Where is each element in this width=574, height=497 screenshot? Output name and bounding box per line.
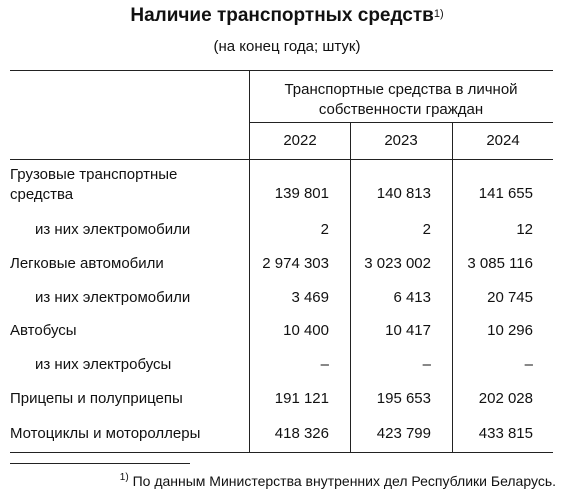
- table-cell: 141 655: [478, 185, 533, 202]
- page-title: Наличие транспортных средств1): [0, 5, 574, 27]
- table-cell: 3 469: [291, 289, 329, 306]
- table-cell: 10 296: [487, 322, 533, 339]
- table-cell: 3 085 116: [467, 255, 533, 272]
- table-cell: 423 799: [376, 425, 431, 442]
- table-cell: –: [422, 356, 431, 373]
- table-cell: 3 023 002: [364, 255, 431, 272]
- table-cell: 140 813: [376, 185, 431, 202]
- table-cell: 202 028: [478, 390, 533, 407]
- column-header-year: 2024: [486, 132, 520, 149]
- row-label: Легковые автомобили: [10, 255, 164, 272]
- table-cell: 2: [320, 221, 329, 238]
- table-cell: 10 417: [385, 322, 431, 339]
- header-group-divider: [249, 122, 553, 123]
- title-text: Наличие транспортных средств: [130, 5, 434, 26]
- table-cell: 6 413: [393, 289, 431, 306]
- column-header-year: 2023: [384, 132, 418, 149]
- footnote-text: По данным Министерства внутренних дел Ре…: [132, 473, 556, 489]
- table-bottom-border: [10, 452, 553, 453]
- table-cell: 20 745: [487, 289, 533, 306]
- table-cell: –: [524, 356, 533, 373]
- column-header-year: 2022: [283, 132, 317, 149]
- column-divider-2: [452, 122, 453, 452]
- table-cell: 191 121: [274, 390, 329, 407]
- row-label: из них электробусы: [35, 356, 172, 373]
- table-cell: 2 974 303: [262, 255, 329, 272]
- table-cell: 433 815: [478, 425, 533, 442]
- title-footnote-mark: 1): [433, 8, 444, 20]
- row-label: из них электромобили: [35, 221, 191, 238]
- row-label: Автобусы: [10, 322, 77, 339]
- row-label: из них электромобили: [35, 289, 191, 306]
- header-bottom-border: [10, 159, 553, 160]
- footnote-divider: [10, 463, 190, 464]
- row-label: Мотоциклы и мотороллеры: [10, 425, 201, 442]
- row-label: Грузовые транспортные средства: [10, 166, 178, 203]
- table-cell: 2: [422, 221, 431, 238]
- table-cell: 139 801: [274, 185, 329, 202]
- table-cell: 195 653: [376, 390, 431, 407]
- column-divider-1: [350, 122, 351, 452]
- table-cell: 418 326: [274, 425, 329, 442]
- table-cell: 10 400: [283, 322, 329, 339]
- footnote-mark: 1): [119, 472, 129, 483]
- page-subtitle: (на конец года; штук): [213, 38, 361, 55]
- label-column-divider: [249, 70, 250, 452]
- footnote: 1) По данным Министерства внутренних дел…: [120, 472, 556, 490]
- header-group-label: Транспортные средства в личной собственн…: [284, 81, 518, 118]
- row-label: Прицепы и полуприцепы: [10, 390, 183, 407]
- table-cell: –: [320, 356, 329, 373]
- table-top-border: [10, 70, 553, 71]
- table-cell: 12: [516, 221, 533, 238]
